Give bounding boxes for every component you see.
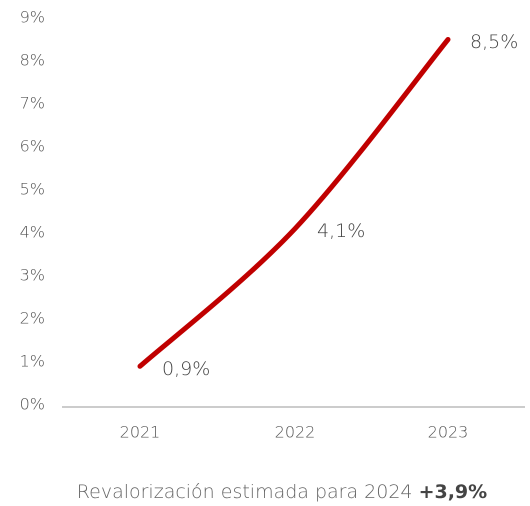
data-label: 0,9% <box>162 358 210 380</box>
data-label: 4,1% <box>317 220 365 242</box>
data-label: 8,5% <box>470 31 518 53</box>
y-tick-label: 2% <box>20 309 45 328</box>
y-tick-label: 1% <box>20 352 45 371</box>
line <box>137 37 451 369</box>
y-tick-label: 5% <box>20 180 45 199</box>
y-tick-label: 7% <box>20 94 45 113</box>
x-tick-label: 2021 <box>120 423 161 442</box>
note-text: Revalorización estimada para 2024 <box>77 481 413 503</box>
y-tick-label: 9% <box>20 8 45 27</box>
note-value: +3,9% <box>419 481 488 503</box>
y-tick-label: 8% <box>20 51 45 70</box>
x-tick-label: 2023 <box>428 423 469 442</box>
y-tick-label: 3% <box>20 266 45 285</box>
y-tick-label: 0% <box>20 395 45 414</box>
footer-note: Revalorización estimada para 2024 +3,9% <box>77 481 487 503</box>
y-tick-label: 6% <box>20 137 45 156</box>
y-tick-label: 4% <box>20 223 45 242</box>
x-tick-label: 2022 <box>275 423 316 442</box>
